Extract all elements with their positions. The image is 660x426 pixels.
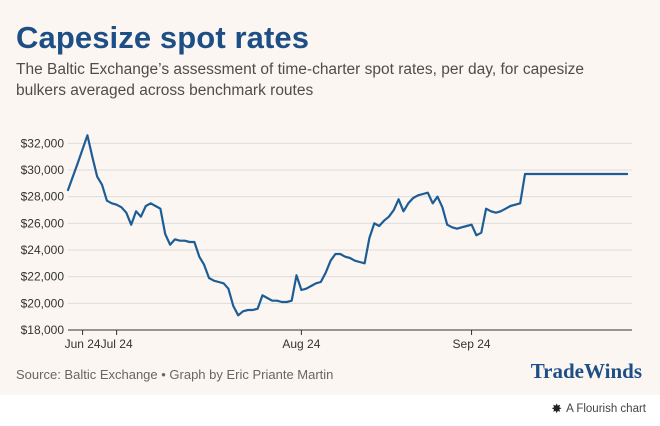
series-layer — [66, 134, 629, 317]
y-tick-label: $32,000 — [21, 136, 65, 150]
line-chart: $18,000 $20,000 $22,000 $24,000 $26,000 $28,0… — [21, 134, 632, 351]
flourish-credit[interactable]: ✸ A Flourish chart — [551, 401, 646, 417]
y-tick-label: $26,000 — [21, 216, 65, 230]
gridlines — [68, 142, 632, 304]
source-note: Source: Baltic Exchange • Graph by Eric … — [16, 367, 334, 382]
y-tick-label: $20,000 — [21, 296, 65, 310]
chart-card: Capesize spot rates The Baltic Exchange’… — [0, 0, 660, 395]
tradewinds-logo: TradeWinds — [530, 359, 642, 383]
y-axis: $18,000 $20,000 $22,000 $24,000 $26,000 $28,0… — [21, 136, 65, 337]
chart-title: Capesize spot rates — [16, 20, 310, 55]
flourish-star-icon: ✸ — [551, 401, 563, 416]
flourish-label: A Flourish chart — [566, 403, 646, 415]
series-line[interactable] — [66, 134, 629, 317]
y-tick-label: $28,000 — [21, 190, 65, 204]
y-tick-label: $22,000 — [21, 270, 65, 284]
y-tick-label: $24,000 — [21, 243, 65, 257]
x-axis: Jun 24 Jul 24 Aug 24 Sep 24 — [65, 329, 632, 351]
x-tick-label: Sep 24 — [453, 337, 491, 351]
chart-subtitle: The Baltic Exchange’s assessment of time… — [16, 61, 585, 99]
x-tick-label: Jun 24 — [65, 337, 101, 351]
y-tick-label: $18,000 — [21, 323, 65, 337]
x-tick-label: Aug 24 — [282, 337, 320, 351]
y-tick-label: $30,000 — [21, 163, 65, 177]
x-tick-label: Jul 24 — [101, 337, 133, 351]
